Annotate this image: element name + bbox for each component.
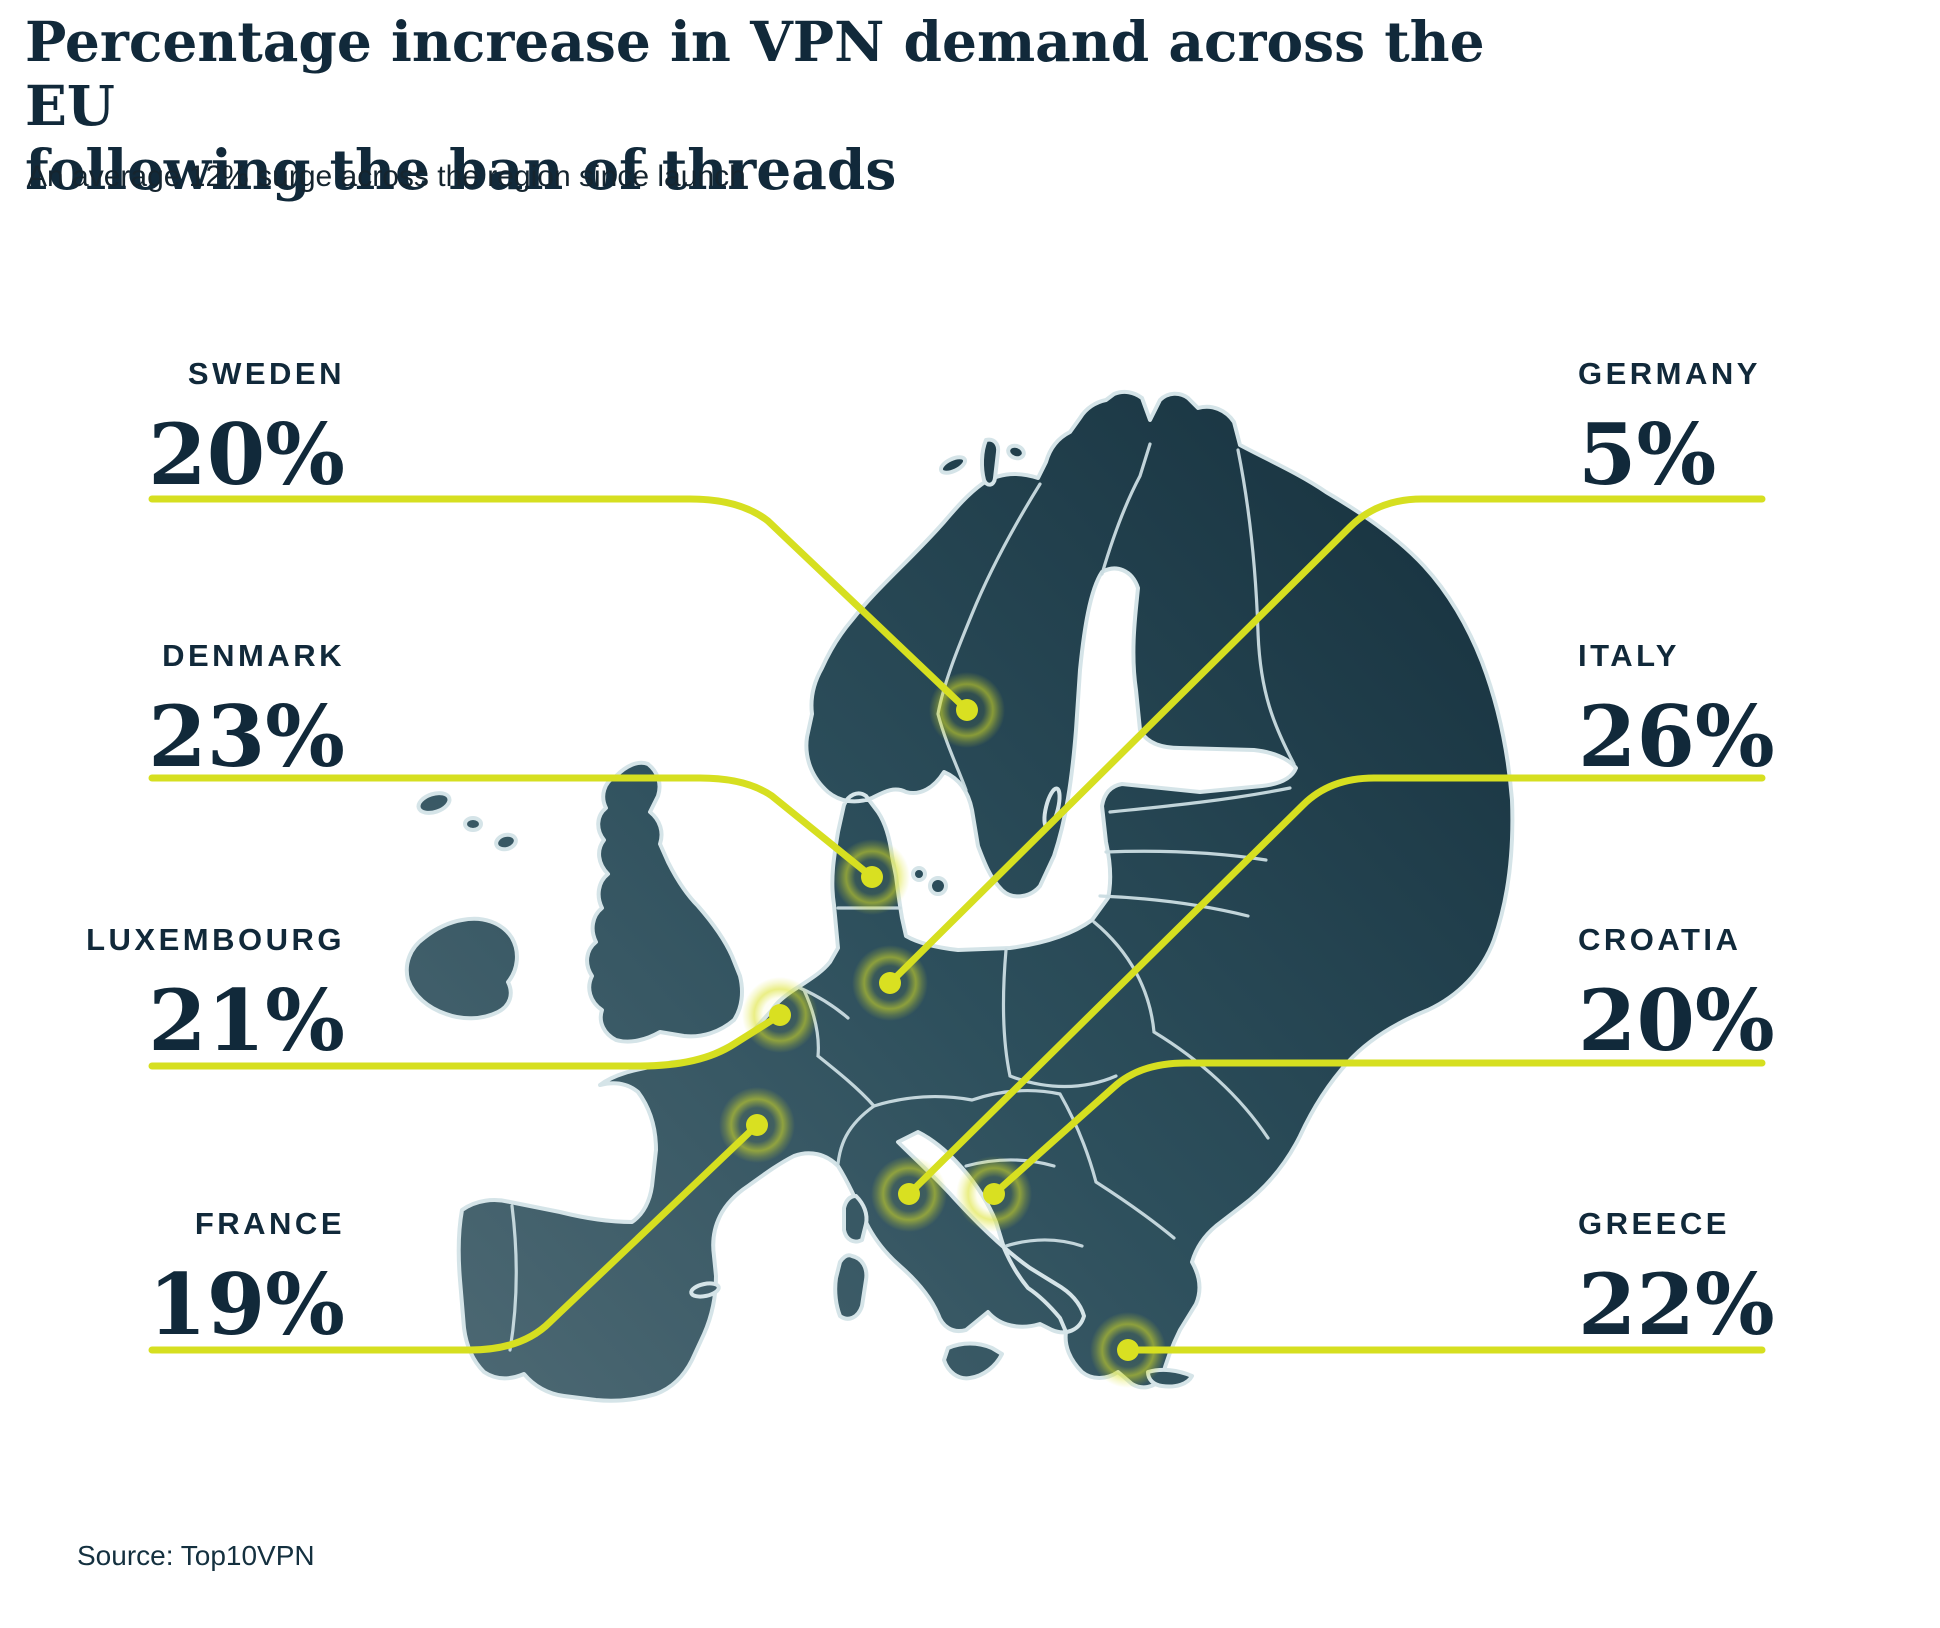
island-sicily: [942, 1341, 1004, 1381]
label-denmark: DENMARK 23%: [0, 640, 345, 779]
country-value: 20%: [1578, 971, 1775, 1070]
label-greece: GREECE 22%: [1578, 1208, 1940, 1347]
island-shetland-b: [494, 832, 518, 852]
map-marker-greece: [1090, 1312, 1166, 1388]
map-markers: [719, 672, 1166, 1388]
map-marker-luxembourg: [742, 977, 818, 1053]
country-name: CROATIA: [1578, 922, 1742, 957]
map-marker-denmark: [834, 839, 910, 915]
landmass-group: [404, 389, 1515, 1403]
callout-line-luxembourg: [148, 1011, 784, 1070]
map-marker-germany: [852, 945, 928, 1021]
island-shetland-a: [463, 816, 483, 832]
continent-shape: [456, 389, 1515, 1403]
page-subtitle: An average 12% surge across the region s…: [27, 160, 746, 193]
map-marker-france: [719, 1087, 795, 1163]
page-title: Percentage increase in VPN demand across…: [25, 10, 1545, 201]
map-marker-italy: [871, 1156, 947, 1232]
country-value: 19%: [148, 1255, 345, 1354]
map-marker-croatia: [956, 1156, 1032, 1232]
page-title-line1: Percentage increase in VPN demand across…: [25, 9, 1485, 138]
country-value: 23%: [148, 687, 345, 786]
country-name: DENMARK: [162, 638, 345, 673]
country-name: FRANCE: [194, 1206, 345, 1241]
island-lofoten-c: [1006, 443, 1026, 461]
island-sardinia: [833, 1253, 869, 1321]
country-value: 20%: [148, 405, 345, 504]
country-name: GREECE: [1578, 1206, 1730, 1241]
country-name: GERMANY: [1578, 356, 1761, 391]
island-corsica: [842, 1194, 869, 1244]
country-value: 22%: [1578, 1255, 1775, 1354]
island-crete: [1146, 1367, 1194, 1389]
country-value: 5%: [1578, 405, 1717, 504]
country-name: SWEDEN: [187, 356, 345, 391]
label-italy: ITALY 26%: [1578, 640, 1940, 779]
label-luxembourg: LUXEMBOURG 21%: [0, 924, 345, 1063]
callout-line-italy: [905, 774, 1766, 1198]
ireland-shape: [404, 916, 519, 1021]
island-lofoten-a: [938, 455, 968, 475]
island-mallorca: [689, 1281, 721, 1299]
callout-line-france: [148, 1121, 761, 1354]
island-funen: [911, 866, 927, 882]
country-borders: [508, 442, 1296, 1352]
map-marker-sweden: [929, 672, 1005, 748]
island-zealand: [928, 876, 948, 896]
callout-line-germany: [886, 495, 1766, 987]
country-name: ITALY: [1578, 638, 1680, 673]
label-france: FRANCE 19%: [0, 1208, 345, 1347]
label-germany: GERMANY 5%: [1578, 358, 1940, 497]
label-sweden: SWEDEN 20%: [0, 358, 345, 497]
page-title-line2: following the ban of threads: [25, 136, 897, 202]
callout-line-denmark: [148, 774, 876, 881]
country-name: LUXEMBOURG: [86, 922, 345, 957]
source-credit: Source: Top10VPN: [77, 1540, 315, 1571]
callout-lines: [148, 495, 1766, 1354]
country-value: 26%: [1578, 687, 1775, 786]
label-croatia: CROATIA 20%: [1578, 924, 1940, 1063]
callout-line-croatia: [990, 1059, 1766, 1198]
callout-line-sweden: [148, 495, 971, 714]
island-faroe: [416, 791, 452, 815]
country-value: 21%: [148, 971, 345, 1070]
great-britain-shape: [585, 760, 744, 1044]
island-lofoten-b: [979, 437, 1001, 487]
